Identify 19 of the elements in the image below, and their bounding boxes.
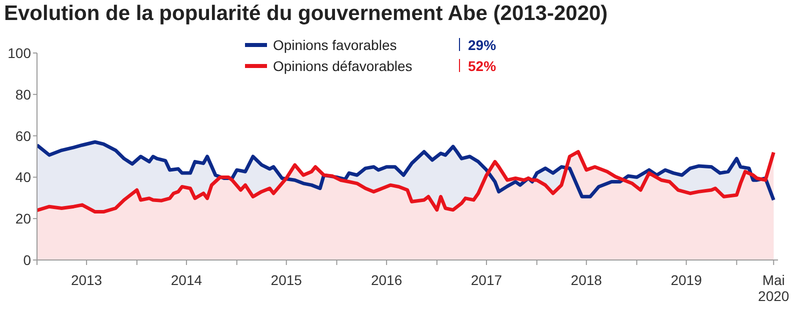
- x-tick-label: 2017: [470, 272, 502, 288]
- text: 29%: [468, 36, 496, 52]
- x-tick-label: 2016: [370, 272, 402, 288]
- legend-label: Opinions favorables: [273, 36, 398, 52]
- x-tick-label: 2014: [170, 272, 202, 288]
- y-tick-label: 20: [15, 210, 32, 227]
- x-tick-label: 2018: [570, 272, 602, 288]
- y-tick-label: 40: [15, 169, 32, 186]
- x-tick-label: 2015: [270, 272, 302, 288]
- annotation: 52%: [468, 58, 496, 74]
- y-tick-label: 80: [15, 86, 32, 102]
- y-tick-label: 60: [15, 128, 32, 144]
- y-tick-label: 100: [8, 44, 32, 61]
- x-tick-label: 2013: [70, 272, 102, 288]
- x-tick-label: Mai 2020: [758, 272, 790, 304]
- y-tick-label: 0: [23, 252, 32, 268]
- x-tick-label: 2019: [670, 272, 702, 288]
- chart-title: Evolution de la popularité du gouvernement Abe (2013-2020): [4, 2, 608, 26]
- legend-label: Opinions défavorables: [273, 58, 414, 74]
